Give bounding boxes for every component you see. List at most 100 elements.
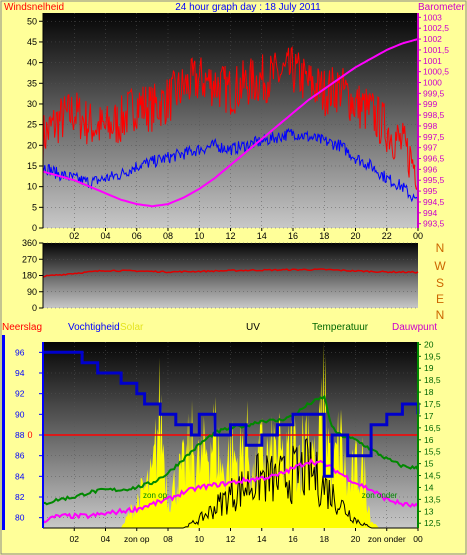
direction-y-tick-label: 360 [22, 238, 37, 248]
temperature-y-tick-label: 19 [424, 363, 434, 373]
pressure-y-tick-label: 995 [423, 186, 437, 196]
pressure-y-tick-label: 1000,5 [423, 67, 449, 77]
pressure-y-tick-label: 993,5 [423, 219, 445, 229]
direction-y-tick-label: 180 [22, 271, 37, 281]
compass-n-top: N [436, 241, 445, 255]
time-x-tick-label: 08 [163, 231, 173, 241]
pressure-y-tick-label: 1003 [423, 12, 442, 22]
wind-pressure-series [42, 38, 419, 208]
compass-e: E [436, 292, 444, 306]
time-x-tick-label: 14 [257, 534, 267, 544]
time-x-tick-label: 02 [70, 534, 80, 544]
direction-y-tick-label: 270 [22, 254, 37, 264]
humidity-line [43, 350, 420, 478]
time-x-tick-label: 04 [100, 231, 110, 241]
humidity-y-tick-label: 96 [15, 347, 25, 357]
graph-title: 24 hour graph day : 18 July 2011 [175, 2, 321, 13]
pressure-y-tick-label: 999 [423, 99, 437, 109]
wind-y-tick-label: 0 [32, 223, 37, 233]
temperature-y-tick-label: 16,5 [424, 423, 441, 433]
sunset-annotation: zon onder [362, 491, 398, 500]
pressure-y-tick-label: 998 [423, 121, 437, 131]
time-x-tick-label: 14 [257, 231, 267, 241]
pressure-y-tick-label: 997 [423, 143, 437, 153]
sunrise-annotation: zon op [143, 491, 168, 500]
pressure-y-tick-label: 994,5 [423, 197, 445, 207]
time-x-tick-label: 00 [413, 534, 423, 544]
wind-y-tick-label: 20 [27, 140, 37, 150]
wind-y-tick-label: 50 [27, 16, 37, 26]
wind-average-line [42, 127, 419, 203]
time-x-tick-label: zon op [124, 534, 150, 544]
temperature-y-tick-label: 14 [424, 482, 434, 492]
barometer-label: Barometer [418, 2, 465, 13]
pressure-y-tick-label: 999,5 [423, 88, 445, 98]
wind-direction-chart: 360 270 180 90 0 [22, 238, 419, 313]
compass-n-bottom: N [436, 308, 445, 322]
humidity-y-tick-label: 92 [15, 389, 25, 399]
temperature-y-tick-label: 18 [424, 387, 434, 397]
time-x-tick-label: 04 [101, 534, 111, 544]
wind-y-tick-label: 5 [32, 202, 37, 212]
wind-direction-grid [43, 242, 418, 309]
temperature-y-tick-label: 20 [424, 339, 434, 349]
time-x-tick-label: 16 [288, 231, 298, 241]
wind-y-tick-label: 15 [27, 161, 37, 171]
time-x-tick-label: 20 [350, 231, 360, 241]
legend-uv: UV [246, 322, 260, 333]
humidity-y-tick-label: 82 [15, 492, 25, 502]
time-x-tick-label: 22 [382, 231, 392, 241]
wind-y-tick-label: 35 [27, 78, 37, 88]
compass-s: S [436, 276, 444, 290]
time-x-tick-label: 18 [319, 231, 329, 241]
pressure-y-tick-label: 997,5 [423, 132, 445, 142]
pressure-y-tick-label: 1001,5 [423, 45, 449, 55]
direction-y-tick-label: 90 [27, 287, 37, 297]
time-x-tick-label: 18 [320, 534, 330, 544]
temperature-y-tick-label: 15 [424, 459, 434, 469]
direction-y-tick-label: 0 [32, 303, 37, 313]
time-x-tick-label: zon onder [368, 534, 406, 544]
humidity-y-tick-label: 80 [15, 513, 25, 523]
time-x-tick-label: 16 [288, 534, 298, 544]
temperature-y-tick-label: 15,5 [424, 447, 441, 457]
humidity-y-tick-label: 86 [15, 451, 25, 461]
legend-temperature: Temperatuur [312, 322, 369, 333]
humidity-y-tick-label: 90 [15, 409, 25, 419]
legend-humidity: Vochtigheid [68, 322, 120, 333]
pressure-y-tick-label: 994 [423, 208, 437, 218]
rain-axis-bar [2, 335, 5, 530]
legend-rain: Neerslag [2, 322, 42, 333]
humidity-temperature-series [42, 342, 420, 529]
pressure-y-tick-label: 1001 [423, 56, 442, 66]
pressure-y-tick-label: 1002 [423, 34, 442, 44]
wind-y-tick-label: 25 [27, 120, 37, 130]
humidity-y-tick-label: 88 [15, 430, 25, 440]
temperature-y-tick-label: 18,5 [424, 375, 441, 385]
temperature-y-tick-label: 19,5 [424, 351, 441, 361]
time-x-tick-label: 12 [226, 534, 236, 544]
time-x-tick-label: 10 [195, 534, 205, 544]
temperature-y-tick-label: 13 [424, 506, 434, 516]
temperature-y-tick-label: 17,5 [424, 399, 441, 409]
time-x-tick-label: 00 [413, 231, 423, 241]
compass-w: W [434, 259, 446, 273]
humidity-y-tick-label: 94 [15, 368, 25, 378]
bottom-legend: Neerslag Vochtigheid Solar UV Temperatuu… [2, 322, 437, 333]
temperature-y-tick-label: 14,5 [424, 471, 441, 481]
pressure-y-tick-label: 1000 [423, 77, 442, 87]
dewpoint-line [42, 458, 419, 524]
humidity-temperature-chart: 96 94 92 90 88 86 84 82 80 20 19,5 19 18,5 18 17,5 17 16… [15, 339, 441, 544]
wind-y-tick-label: 45 [27, 37, 37, 47]
rain-zero-label: 0 [27, 430, 32, 440]
wind-direction-line [42, 268, 419, 278]
time-x-tick-label: 06 [132, 231, 142, 241]
time-x-tick-label: 20 [351, 534, 361, 544]
legend-dewpoint: Dauwpunt [392, 322, 437, 333]
wind-y-tick-label: 40 [27, 58, 37, 68]
pressure-y-tick-label: 995,5 [423, 175, 445, 185]
